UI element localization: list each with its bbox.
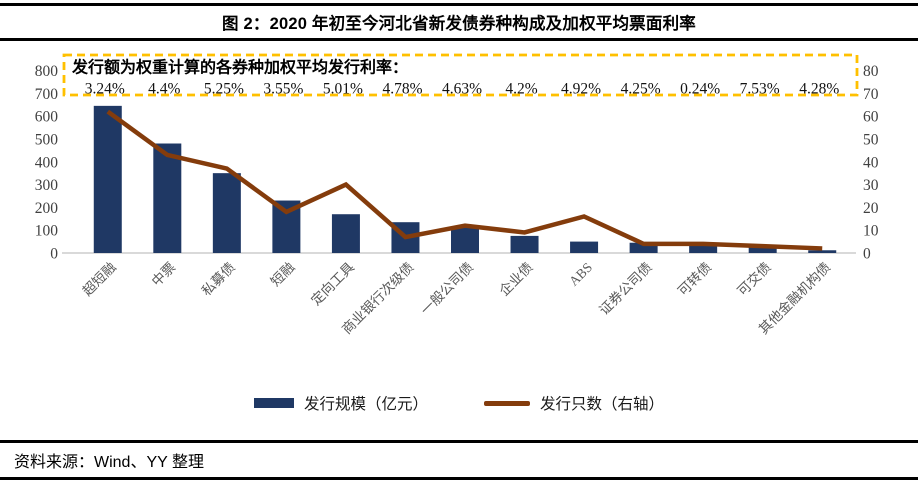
bar-0 bbox=[93, 105, 122, 253]
legend-item-issue-scale: 发行规模（亿元） bbox=[253, 392, 428, 414]
line-series-swatch bbox=[484, 400, 530, 406]
legend-item-issue-count: 发行只数（右轴） bbox=[484, 392, 664, 414]
right-axis-tick: 30 bbox=[863, 177, 879, 194]
right-axis-tick: 10 bbox=[863, 223, 879, 240]
legend-label: 发行规模（亿元） bbox=[303, 396, 428, 413]
category-label-0: 超短融 bbox=[80, 259, 120, 299]
left-axis-tick: 300 bbox=[35, 177, 59, 194]
category-label-11: 可交债 bbox=[734, 259, 774, 299]
source-footer: 资料来源：Wind、YY 整理 bbox=[0, 440, 918, 480]
right-axis-tick: 60 bbox=[863, 109, 879, 126]
right-axis-tick: 20 bbox=[863, 200, 879, 217]
left-axis-tick: 600 bbox=[35, 109, 59, 126]
left-axis-tick: 100 bbox=[35, 223, 59, 240]
rate-label-8: 4.92% bbox=[561, 81, 601, 98]
annotation-heading: 发行额为权重计算的各券种加权平均发行利率： bbox=[71, 58, 408, 77]
title-row: 图 2：2020 年初至今河北省新发债券种构成及加权平均票面利率 bbox=[0, 10, 918, 34]
rate-label-11: 7.53% bbox=[740, 81, 780, 98]
rate-label-12: 4.28% bbox=[799, 81, 839, 98]
chart-title: 图 2：2020 年初至今河北省新发债券种构成及加权平均票面利率 bbox=[222, 15, 696, 33]
chart-area: 0 100 200 300 400 500 600 700 800 0 10 20 30 40 50 60 70… bbox=[0, 45, 918, 385]
bar-2 bbox=[212, 173, 241, 253]
left-axis-tick: 500 bbox=[35, 131, 59, 148]
right-axis-tick: 0 bbox=[863, 246, 871, 263]
rate-label-2: 5.25% bbox=[204, 81, 244, 98]
rate-label-10: 0.24% bbox=[680, 81, 720, 98]
bar-series-swatch bbox=[253, 398, 294, 408]
left-axis-tick: 400 bbox=[35, 154, 59, 171]
left-axis-tick: 0 bbox=[50, 246, 58, 263]
right-axis-tick: 50 bbox=[863, 131, 879, 148]
rate-label-6: 4.63% bbox=[442, 81, 482, 98]
rate-label-5: 4.78% bbox=[382, 81, 422, 98]
right-axis-tick: 40 bbox=[863, 154, 879, 171]
rate-label-9: 4.25% bbox=[621, 81, 661, 98]
bar-6 bbox=[451, 227, 479, 253]
rate-label-3: 3.55% bbox=[263, 81, 303, 98]
category-label-1: 中票 bbox=[149, 260, 179, 290]
bar-12 bbox=[808, 250, 837, 253]
category-label-3: 短融 bbox=[268, 259, 298, 289]
rate-label-0: 3.24% bbox=[85, 81, 125, 98]
category-label-7: 企业债 bbox=[496, 259, 536, 299]
issue-count-line bbox=[106, 109, 823, 251]
legend-label: 发行只数（右轴） bbox=[540, 396, 665, 413]
rate-label-7: 4.2% bbox=[505, 81, 537, 98]
left-axis-tick: 200 bbox=[35, 200, 59, 217]
rate-label-1: 4.4% bbox=[148, 81, 180, 98]
category-label-2: 私募债 bbox=[199, 260, 238, 299]
bar-9 bbox=[629, 242, 658, 253]
top-divider bbox=[0, 3, 918, 6]
rate-label-4: 5.01% bbox=[323, 81, 363, 98]
category-label-6: 一般公司债 bbox=[418, 260, 476, 318]
bar-7 bbox=[510, 235, 539, 253]
source-text: 资料来源：Wind、YY 整理 bbox=[14, 454, 204, 471]
category-label-4: 定向工具 bbox=[308, 260, 357, 309]
left-axis-tick: 700 bbox=[35, 86, 59, 103]
bar-10 bbox=[689, 242, 718, 253]
chart-canvas: 0 100 200 300 400 500 600 700 800 0 10 20 30 40 50 60 70… bbox=[35, 53, 879, 337]
rate-annotation-box bbox=[62, 53, 859, 97]
chart-legend: 发行规模（亿元） 发行只数（右轴） bbox=[0, 392, 918, 414]
left-axis-tick: 800 bbox=[35, 63, 59, 80]
category-label-10: 可转债 bbox=[675, 260, 714, 299]
bar-11 bbox=[748, 247, 777, 253]
bar-4 bbox=[331, 214, 360, 253]
category-label-8: ABS bbox=[566, 260, 595, 289]
category-label-9: 证券公司债 bbox=[596, 260, 654, 318]
right-axis-tick: 80 bbox=[863, 63, 879, 80]
right-axis-tick: 70 bbox=[863, 86, 879, 103]
bar-1 bbox=[153, 143, 182, 253]
title-divider bbox=[0, 38, 918, 41]
bar-8 bbox=[570, 241, 599, 253]
